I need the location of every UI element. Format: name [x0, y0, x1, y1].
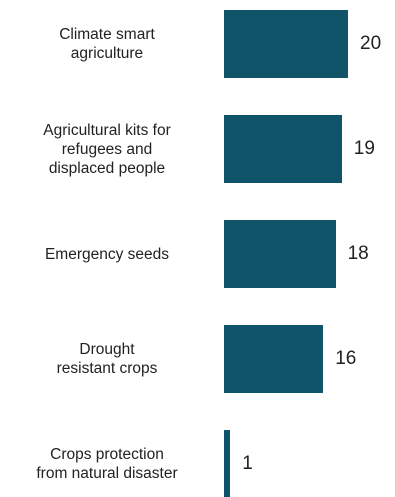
- bar: [224, 325, 324, 393]
- bar: [224, 220, 336, 288]
- value-label: 1: [242, 453, 253, 474]
- category-label: Emergency seeds: [44, 245, 170, 263]
- value-label: 16: [335, 348, 357, 369]
- bar: [224, 10, 348, 78]
- value-label: 20: [360, 33, 382, 54]
- bar: [224, 115, 342, 183]
- value-label: 18: [347, 243, 369, 264]
- category-label: Agricultural kits for refugees and displ…: [43, 121, 171, 177]
- category-label: Drought resistant crops: [56, 341, 158, 377]
- category-label: Crops protection from natural disaster: [36, 446, 178, 482]
- bar: [224, 430, 231, 497]
- value-label: 19: [353, 138, 375, 159]
- category-label: Climate smart agriculture: [59, 26, 155, 62]
